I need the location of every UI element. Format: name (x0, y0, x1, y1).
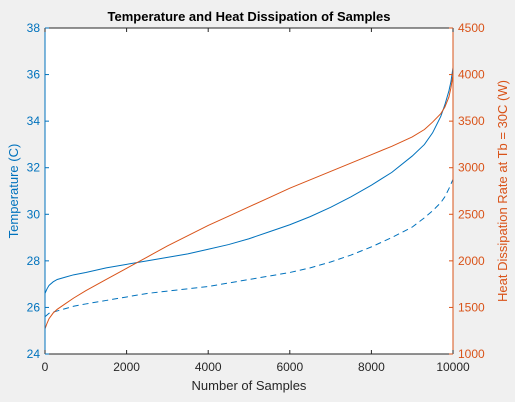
ticks-layer: 0 2000 4000 6000 8000 10000 24 26 28 30 32 34 36 38 10… (27, 21, 485, 374)
axes-layer (44, 27, 454, 355)
y-right-tick-label: 4500 (458, 21, 485, 35)
y-left-tick-label: 34 (27, 114, 41, 128)
series-line-3 (44, 74, 454, 330)
y-right-tick-label: 2500 (458, 207, 485, 221)
y-right-tick-label: 2000 (458, 254, 485, 268)
x-tick-label: 6000 (276, 360, 303, 374)
series-line-2 (44, 179, 454, 318)
x-tick-label: 10000 (436, 360, 470, 374)
chart-title: Temperature and Heat Dissipation of Samp… (108, 9, 391, 24)
y-right-tick-label: 1000 (458, 347, 485, 361)
series-layer (44, 67, 454, 330)
y-right-axis-label: Heat Dissipation Rate at Tb = 30C (W) (495, 80, 510, 302)
y-left-tick-label: 24 (27, 347, 41, 361)
y-left-tick-label: 38 (27, 21, 41, 35)
y-left-tick-label: 36 (27, 68, 41, 82)
x-axis-label: Number of Samples (192, 378, 307, 393)
y-right-tick-label: 3500 (458, 114, 485, 128)
y-left-tick-label: 28 (27, 254, 41, 268)
y-left-tick-label: 32 (27, 161, 41, 175)
x-tick-label: 2000 (113, 360, 140, 374)
y-right-tick-label: 4000 (458, 68, 485, 82)
y-left-axis-label: Temperature (C) (6, 144, 21, 239)
series-line-1 (44, 67, 454, 294)
y-right-tick-label: 3000 (458, 161, 485, 175)
y-left-tick-label: 26 (27, 300, 41, 314)
x-tick-label: 0 (42, 360, 49, 374)
x-tick-label: 4000 (195, 360, 222, 374)
plot-area (45, 28, 453, 354)
x-tick-label: 8000 (358, 360, 385, 374)
y-left-tick-label: 30 (27, 207, 41, 221)
y-right-tick-label: 1500 (458, 300, 485, 314)
